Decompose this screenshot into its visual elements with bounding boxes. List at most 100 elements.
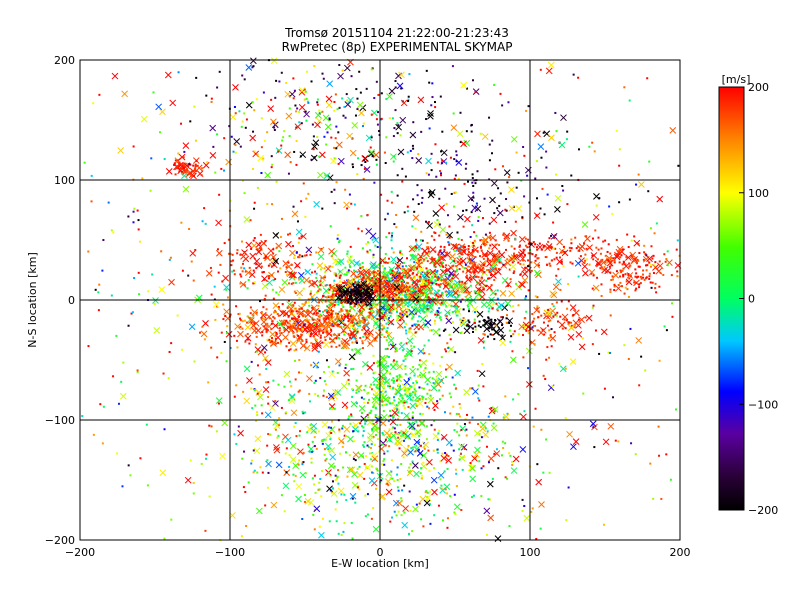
data-point-dot <box>394 431 397 434</box>
data-point-x <box>480 301 488 309</box>
data-point-dot <box>550 345 553 348</box>
data-point-dot <box>271 320 274 323</box>
data-point-dot <box>313 483 316 486</box>
data-point-dot <box>349 422 352 425</box>
data-point-x <box>418 305 426 313</box>
data-point-dot <box>450 293 453 296</box>
data-point-dot <box>474 328 477 331</box>
data-point-dot <box>370 306 373 309</box>
data-point-dot <box>635 281 638 284</box>
data-point-dot <box>361 309 364 312</box>
data-point-dot <box>265 381 268 384</box>
data-point-dot <box>298 459 301 462</box>
data-point-dot <box>584 253 587 256</box>
data-point-dot <box>480 277 483 280</box>
data-point-dot <box>547 337 550 340</box>
data-point-dot <box>440 487 443 490</box>
data-point-dot <box>340 308 343 311</box>
data-point-x <box>346 132 353 140</box>
data-point-dot <box>474 325 477 328</box>
data-point-dot <box>308 333 311 336</box>
data-point-dot <box>329 407 332 410</box>
data-point-dot <box>272 315 275 318</box>
data-point-dot <box>256 414 259 417</box>
data-point-x <box>533 261 541 269</box>
data-point-dot <box>309 324 312 327</box>
data-point-dot <box>445 233 448 236</box>
data-point-dot <box>418 502 421 505</box>
data-point-dot <box>387 385 390 388</box>
data-point-dot <box>400 376 403 379</box>
data-point-dot <box>387 321 390 324</box>
data-point-dot <box>395 347 398 350</box>
data-point-dot <box>397 411 400 414</box>
data-point-dot <box>301 339 304 342</box>
data-point-x <box>296 289 304 297</box>
data-point-dot <box>389 409 392 412</box>
data-point-dot <box>163 537 166 540</box>
data-point-dot <box>374 244 377 247</box>
data-point-dot <box>406 276 409 279</box>
data-point-dot <box>498 204 501 207</box>
data-point-dot <box>420 518 423 521</box>
data-point-dot <box>387 331 390 334</box>
data-point-dot <box>235 339 238 342</box>
data-point-dot <box>395 226 398 229</box>
data-point-dot <box>487 415 490 418</box>
data-point-dot <box>452 264 455 267</box>
data-point-x <box>656 262 664 270</box>
data-point-dot <box>192 164 195 167</box>
data-point-dot <box>223 169 226 172</box>
data-point-dot <box>280 332 283 335</box>
data-point-dot <box>343 290 346 293</box>
data-point-x <box>351 470 358 478</box>
data-point-x <box>486 260 493 267</box>
data-point-dot <box>417 203 420 206</box>
data-point-dot <box>323 319 326 322</box>
data-point-dot <box>474 90 477 93</box>
data-point-dot <box>375 278 378 281</box>
data-point-x <box>243 397 251 405</box>
data-point-dot <box>524 244 527 247</box>
data-point-dot <box>507 239 510 242</box>
data-point-dot <box>468 321 471 324</box>
data-point-dot <box>406 286 409 289</box>
data-point-dot <box>327 449 330 452</box>
data-point-dot <box>261 313 264 316</box>
data-point-dot <box>343 522 346 525</box>
data-point-dot <box>406 308 409 311</box>
data-point-dot <box>425 314 428 317</box>
data-point-dot <box>424 310 427 313</box>
data-point-x <box>543 309 551 317</box>
data-point-dot <box>383 269 386 272</box>
data-point-dot <box>455 150 458 153</box>
data-point-dot <box>315 291 318 294</box>
data-point-dot <box>380 117 383 120</box>
data-point-dot <box>324 271 327 274</box>
data-point-dot <box>560 300 563 303</box>
data-point-dot <box>335 337 338 340</box>
data-point-dot <box>404 355 407 358</box>
data-point-x <box>229 113 237 121</box>
data-point-dot <box>512 333 515 336</box>
data-point-dot <box>536 160 539 163</box>
data-point-x <box>352 289 359 296</box>
data-point-dot <box>340 493 343 496</box>
data-point-x <box>334 389 342 396</box>
data-point-dot <box>430 310 433 313</box>
data-point-dot <box>570 321 573 324</box>
data-point-dot <box>361 342 364 345</box>
data-point-dot <box>356 97 359 100</box>
data-point-dot <box>352 282 355 285</box>
data-point-dot <box>461 266 464 269</box>
data-point-dot <box>138 293 141 296</box>
data-point-x <box>336 141 343 149</box>
data-point-dot <box>262 306 265 309</box>
data-point-dot <box>182 163 185 166</box>
data-point-x <box>343 369 350 377</box>
data-point-dot <box>639 275 642 278</box>
data-point-dot <box>334 312 337 315</box>
data-point-dot <box>410 318 413 321</box>
data-point-dot <box>99 403 102 406</box>
data-point-dot <box>621 269 624 272</box>
